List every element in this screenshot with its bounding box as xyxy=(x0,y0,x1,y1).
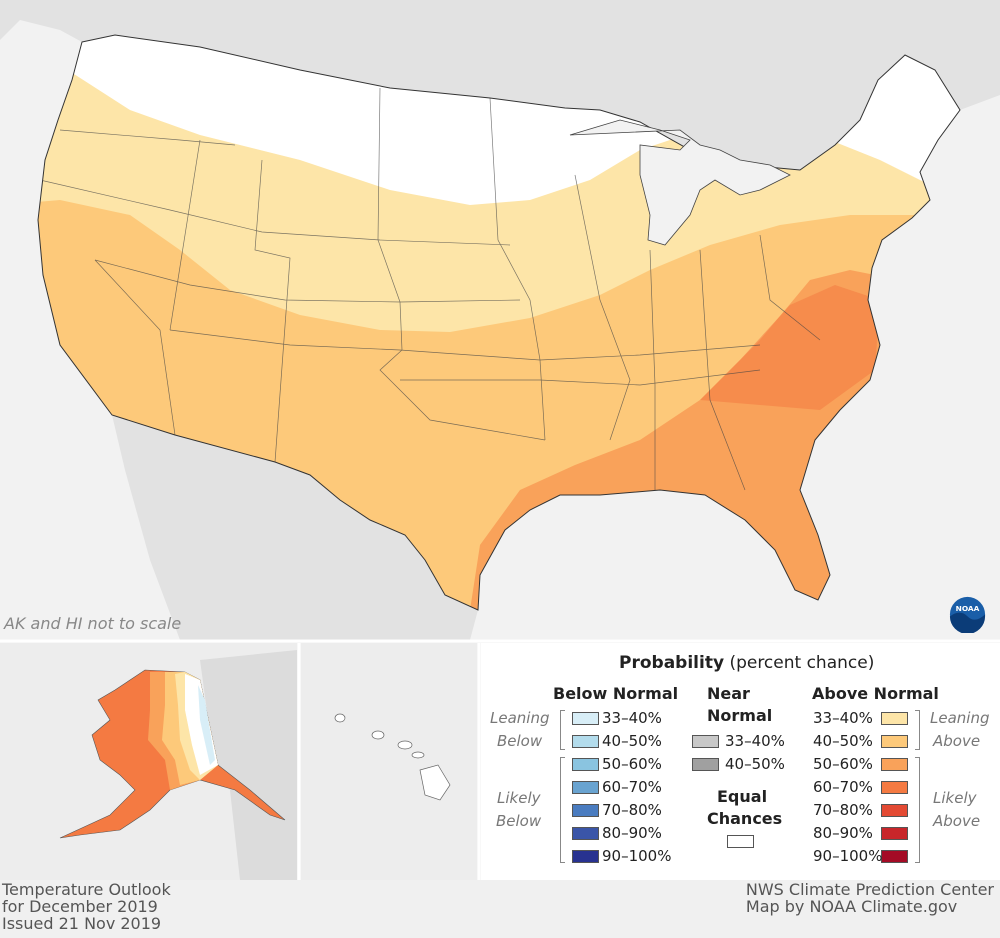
below-normal-item-swatch xyxy=(572,712,599,725)
above-normal-item-swatch xyxy=(881,850,908,863)
below-normal-item-swatch xyxy=(572,850,599,863)
below-normal-item-label: 60–70% xyxy=(602,778,662,796)
map-title: Temperature Outlook for December 2019 Is… xyxy=(2,881,171,932)
below-normal-item-label: 50–60% xyxy=(602,755,662,773)
leaning-above-label-1: Leaning xyxy=(930,709,990,727)
above-normal-item-label: 90–100% xyxy=(813,847,883,865)
hawaii-islands xyxy=(334,713,451,801)
above-normal-item-label: 40–50% xyxy=(813,732,873,750)
above-normal-item-swatch xyxy=(881,735,908,748)
below-normal-item-label: 70–80% xyxy=(602,801,662,819)
below-normal-item-swatch xyxy=(572,827,599,840)
great-lakes xyxy=(569,119,791,246)
noaa-logo-text: NOAA xyxy=(956,604,980,613)
likely-below-label-2: Below xyxy=(496,812,542,830)
leaning-below-bracket xyxy=(560,710,565,750)
above-normal-item-label: 60–70% xyxy=(813,778,873,796)
above-normal-item-swatch xyxy=(881,758,908,771)
leaning-above-bracket xyxy=(915,710,920,750)
near-normal-heading-2: Normal xyxy=(707,706,773,725)
map-title-line-3: Issued 21 Nov 2019 xyxy=(2,914,162,933)
leaning-below-label-1: Leaning xyxy=(490,709,550,727)
alaska-zone-below-33-40 xyxy=(198,685,215,765)
below-normal-item-label: 33–40% xyxy=(602,709,662,727)
map-credit-line-1: NWS Climate Prediction Center xyxy=(745,880,994,899)
above-normal-item-label: 80–90% xyxy=(813,824,873,842)
state-boundaries xyxy=(39,87,821,491)
equal-chances-heading-1: Equal xyxy=(717,787,768,806)
above-normal-item-label: 70–80% xyxy=(813,801,873,819)
outlook-map xyxy=(0,0,1000,880)
likely-above-label-2: Above xyxy=(933,812,981,830)
above-normal-item-label: 33–40% xyxy=(813,709,873,727)
leaning-above-label-2: Above xyxy=(933,732,981,750)
below-normal-item-swatch xyxy=(572,781,599,794)
near-normal-heading-1: Near xyxy=(707,684,750,703)
legend-title: Probability (percent chance) xyxy=(619,653,874,673)
legend: Probability (percent chance) Below Norma… xyxy=(481,643,1000,880)
zone-above-60-70 xyxy=(700,285,880,410)
leaning-below-label-2: Below xyxy=(497,732,543,750)
below-normal-item-label: 40–50% xyxy=(602,732,662,750)
near-normal-item-label: 33–40% xyxy=(725,732,785,750)
below-normal-item-swatch xyxy=(572,735,599,748)
above-normal-item-swatch xyxy=(881,804,908,817)
canada-land-inset xyxy=(200,650,297,880)
legend-title-rest: (percent chance) xyxy=(729,653,875,673)
map-credit: NWS Climate Prediction Center Map by NOA… xyxy=(746,881,994,915)
likely-below-label-1: Likely xyxy=(497,789,541,807)
below-normal-item-label: 80–90% xyxy=(602,824,662,842)
equal-chances-swatch xyxy=(727,835,754,848)
likely-above-label-1: Likely xyxy=(933,789,977,807)
scale-note: AK and HI not to scale xyxy=(4,614,182,633)
above-normal-item-swatch xyxy=(881,781,908,794)
below-normal-item-swatch xyxy=(572,804,599,817)
near-normal-item-swatch xyxy=(692,758,719,771)
mexico-land xyxy=(112,415,478,640)
noaa-logo: NOAA xyxy=(949,596,986,633)
map-credit-line-2: Map by NOAA Climate.gov xyxy=(745,897,958,916)
above-normal-item-swatch xyxy=(881,827,908,840)
likely-above-bracket xyxy=(915,757,920,863)
below-normal-item-swatch xyxy=(572,758,599,771)
hawaii-inset xyxy=(301,643,477,880)
below-normal-item-label: 90–100% xyxy=(602,847,672,865)
above-normal-item-label: 50–60% xyxy=(813,755,873,773)
legend-title-bold: Probability xyxy=(619,653,725,673)
near-normal-item-swatch xyxy=(692,735,719,748)
canada-land xyxy=(0,0,1000,170)
above-normal-heading: Above Normal xyxy=(812,684,939,703)
map-title-line-2: for December 2019 xyxy=(2,897,158,916)
near-normal-item-label: 40–50% xyxy=(725,755,785,773)
map-title-line-1: Temperature Outlook xyxy=(2,880,171,899)
equal-chances-heading-2: Chances xyxy=(707,809,783,828)
likely-below-bracket xyxy=(560,757,565,863)
above-normal-item-swatch xyxy=(881,712,908,725)
below-normal-heading: Below Normal xyxy=(553,684,679,703)
